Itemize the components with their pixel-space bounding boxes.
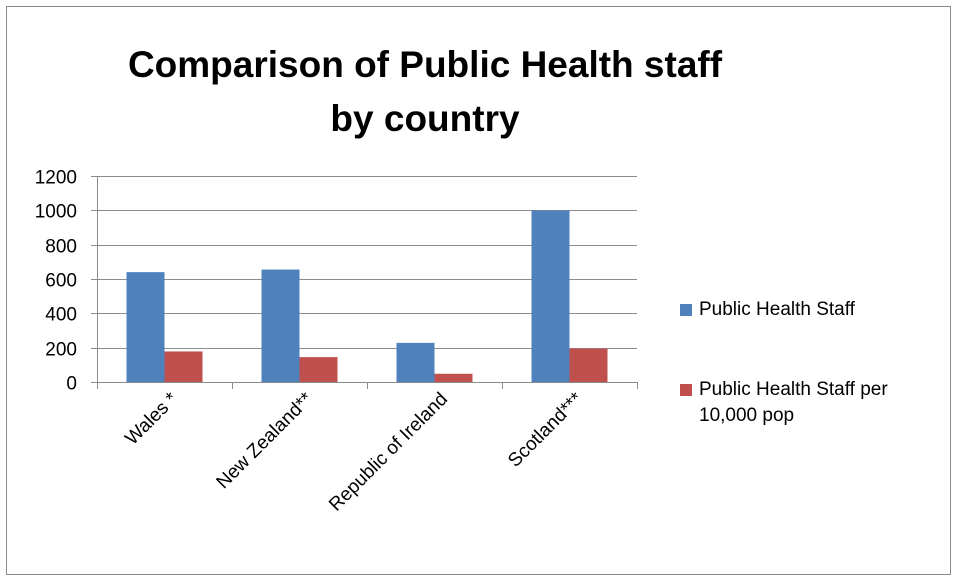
chart-title: Comparison of Public Health staff by cou… <box>127 44 723 139</box>
bar-staff-0 <box>126 272 165 382</box>
bar-staff-1 <box>261 269 300 382</box>
y-tick-label: 600 <box>45 271 77 292</box>
y-tick-label: 1000 <box>35 202 77 223</box>
y-tick-label: 200 <box>45 340 77 361</box>
x-tick-label: Wales * <box>121 388 182 449</box>
bar-staff-2 <box>396 342 435 382</box>
y-tick-label: 400 <box>45 305 77 326</box>
x-tick-label: Scotland*** <box>504 388 587 471</box>
bar-staff-per-10000-3 <box>569 348 608 382</box>
bar-staff-3 <box>531 210 570 382</box>
bar-staff-per-10000-0 <box>164 351 203 382</box>
x-tick-label: New Zealand** <box>213 388 318 493</box>
y-tick-label: 800 <box>45 237 77 258</box>
bar-staff-per-10000-2 <box>434 373 473 382</box>
bar-staff-per-10000-1 <box>299 357 338 382</box>
y-tick-label: 0 <box>66 374 77 395</box>
x-tick-label: Republic of Ireland <box>325 389 452 516</box>
y-tick-label: 1200 <box>35 168 77 189</box>
